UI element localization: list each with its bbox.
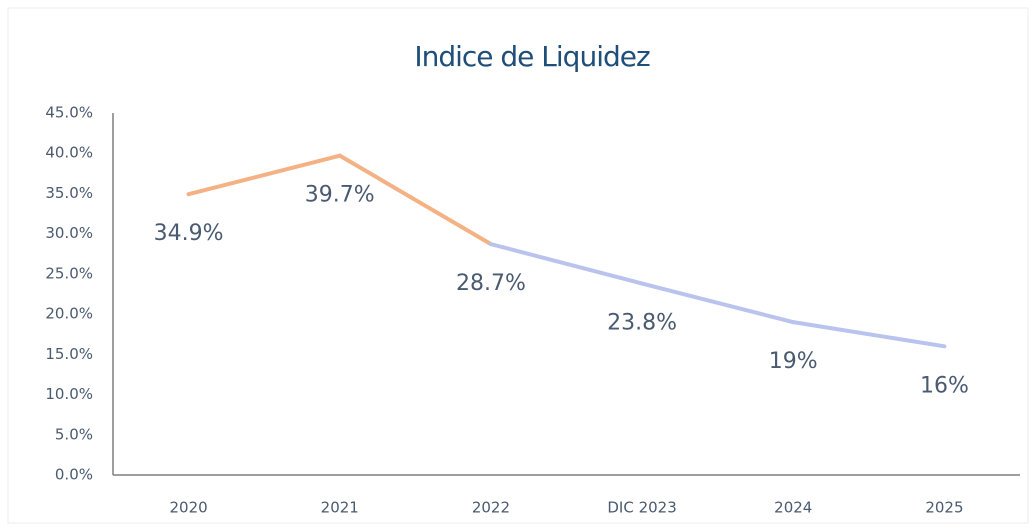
y-tick-label: 0.0% [55,466,93,484]
y-tick-label: 25.0% [45,264,93,282]
data-label: 34.9% [154,221,224,246]
x-tick-label: 2025 [925,499,963,517]
line-segment [337,153,493,247]
y-tick-label: 15.0% [45,345,93,363]
data-label: 19% [769,349,818,374]
y-tick-label: 10.0% [45,385,93,403]
x-tick-label: 2021 [321,499,359,517]
x-tick-label: 2022 [472,499,510,517]
data-label: 28.7% [456,271,526,296]
y-tick-label: 20.0% [45,305,93,323]
y-tick-label: 45.0% [45,104,93,122]
x-tick-label: 2020 [169,499,207,517]
data-label: 39.7% [305,183,375,208]
data-label: 16% [920,373,969,398]
line-segment [640,281,796,325]
x-tick-label: DIC 2023 [607,499,676,517]
line-segment [488,242,645,286]
x-tick-label: 2024 [774,499,812,517]
line-segment [791,320,947,349]
y-tick-label: 5.0% [55,425,93,443]
chart-title: Indice de Liquidez [414,40,650,73]
y-tick-label: 30.0% [45,224,93,242]
line-segment [186,153,342,197]
y-tick-label: 35.0% [45,184,93,202]
data-label: 23.8% [607,311,677,336]
y-tick-label: 40.0% [45,144,93,162]
chart-frame [7,7,1029,524]
